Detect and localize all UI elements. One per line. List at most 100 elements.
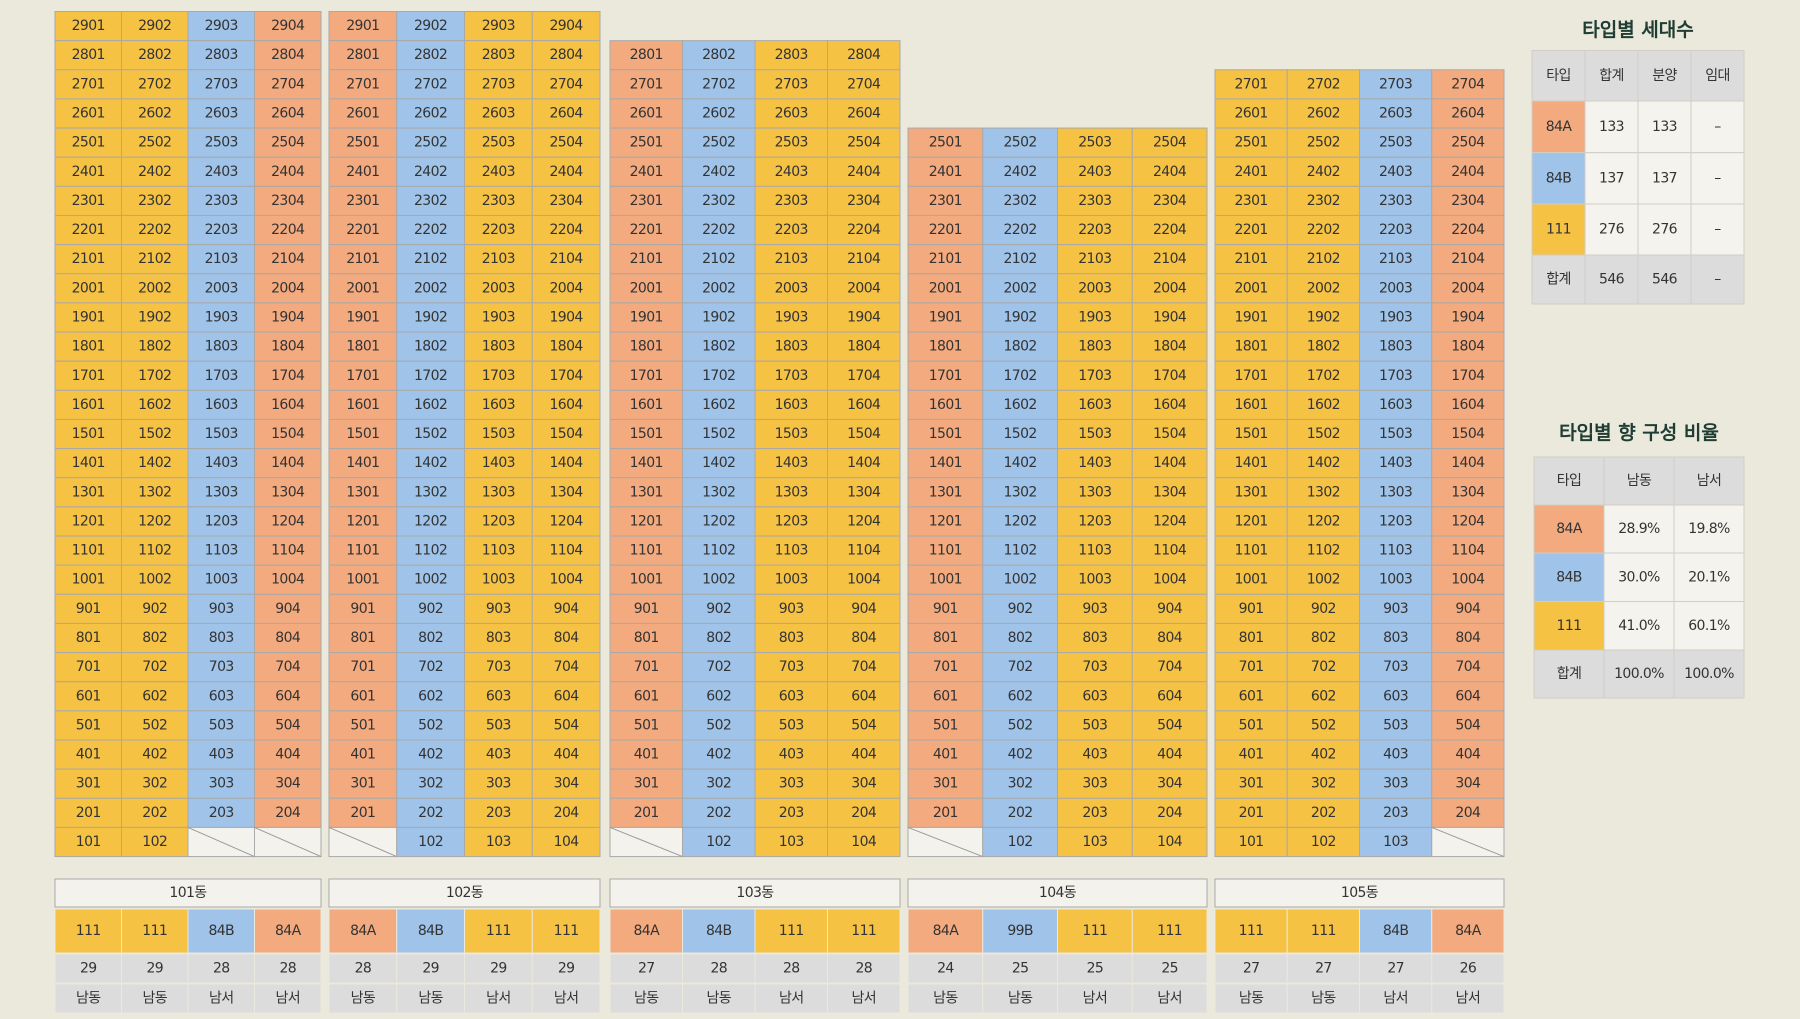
unit-label: 1503 [482, 426, 515, 442]
unit [1431, 448, 1505, 479]
header-cell [1603, 456, 1675, 506]
unit-label: 201 [933, 805, 958, 821]
unit [907, 214, 984, 246]
unit-label: 702 [1311, 659, 1336, 675]
count-label: 27 [1315, 961, 1332, 977]
unit-label: 403 [209, 747, 234, 763]
unit [54, 535, 122, 566]
unit-label: 1901 [630, 309, 663, 325]
unit [531, 244, 601, 275]
count [396, 953, 465, 984]
unit-label: 804 [1455, 630, 1481, 646]
table-cell [1531, 254, 1586, 305]
unit-label: 902 [1008, 601, 1033, 617]
unit [121, 389, 189, 420]
unit-label: 2603 [1379, 105, 1412, 121]
direction-label: 남서 [554, 991, 579, 1007]
table-cell-label: – [1714, 272, 1721, 288]
type [1214, 908, 1288, 954]
count [982, 953, 1058, 984]
unit-label: 501 [76, 717, 101, 733]
unit-label: 1902 [1307, 309, 1340, 325]
unit [464, 535, 533, 566]
unit [121, 477, 189, 508]
unit [396, 98, 465, 129]
unit-label: 1603 [775, 397, 808, 413]
unit-label: 203 [1383, 805, 1408, 821]
unit-label: 504 [554, 717, 580, 733]
unit-label: 1701 [72, 368, 105, 384]
unit-label: 2603 [775, 105, 808, 121]
unit [1131, 156, 1208, 187]
unit [121, 564, 189, 595]
header-cell-label: 합계 [1599, 68, 1624, 84]
table-cell-label: 133 [1599, 119, 1624, 135]
unit [982, 302, 1058, 333]
unit-label: 1701 [346, 368, 379, 384]
unit [54, 768, 122, 799]
unit-label: 2202 [1004, 222, 1037, 238]
unit [328, 185, 398, 216]
unit-label: 204 [1157, 805, 1183, 821]
unit-label: 802 [1311, 630, 1336, 646]
unit-label: 2602 [414, 105, 447, 121]
unit-label: 1303 [1379, 484, 1412, 500]
type-label: 111 [486, 923, 511, 939]
unit-label: 203 [209, 805, 234, 821]
unit [609, 710, 683, 741]
direction [1214, 983, 1288, 1014]
unit-label: 1002 [702, 572, 735, 588]
unit-label: 1603 [1379, 397, 1412, 413]
unit-label: 1004 [1451, 572, 1485, 588]
unit-label: 902 [142, 601, 167, 617]
unit [254, 127, 322, 158]
unit [1359, 797, 1433, 828]
unit [682, 418, 756, 450]
unit [907, 652, 984, 683]
direction [531, 983, 601, 1014]
unit [54, 389, 122, 420]
count [1131, 953, 1208, 984]
unit-label: 1402 [702, 455, 735, 471]
unit-label: 1901 [1235, 309, 1268, 325]
unit [531, 273, 601, 304]
table-cell-label: 84B [1556, 569, 1582, 585]
unit [396, 564, 465, 595]
unit-label: 802 [418, 630, 443, 646]
direction-label: 남동 [1239, 991, 1264, 1007]
unit-label: 1602 [1004, 397, 1037, 413]
count [1431, 953, 1505, 984]
unit-label: 1601 [630, 397, 663, 413]
unit-label: 1101 [346, 543, 379, 559]
unit [187, 710, 255, 741]
unit-label: 1301 [630, 484, 663, 500]
unit [907, 477, 984, 508]
unit [1214, 710, 1288, 741]
table-cell-label: 546 [1652, 272, 1678, 288]
unit [1131, 797, 1208, 828]
unit [396, 681, 465, 712]
type [609, 908, 683, 954]
unit [1214, 535, 1288, 566]
unit-label: 1804 [847, 339, 881, 355]
unit-label: 2203 [1379, 222, 1412, 238]
unit [396, 214, 465, 246]
unit [254, 156, 322, 187]
unit-label: 1204 [550, 513, 584, 529]
direction-label: 남동 [933, 991, 958, 1007]
unit [1431, 564, 1505, 595]
count [121, 953, 189, 984]
unit-label: 2804 [847, 47, 881, 63]
unit [827, 652, 901, 683]
unit [121, 11, 189, 42]
unit [1057, 535, 1133, 566]
unit [827, 768, 901, 799]
unit [187, 535, 255, 566]
direction-label: 남동 [706, 991, 731, 1007]
unit [1286, 477, 1360, 508]
unit-label: 2103 [482, 251, 515, 267]
unit [1057, 564, 1133, 595]
unit [1359, 360, 1433, 391]
unit-label: 403 [779, 747, 804, 763]
header-cell [1531, 50, 1586, 102]
